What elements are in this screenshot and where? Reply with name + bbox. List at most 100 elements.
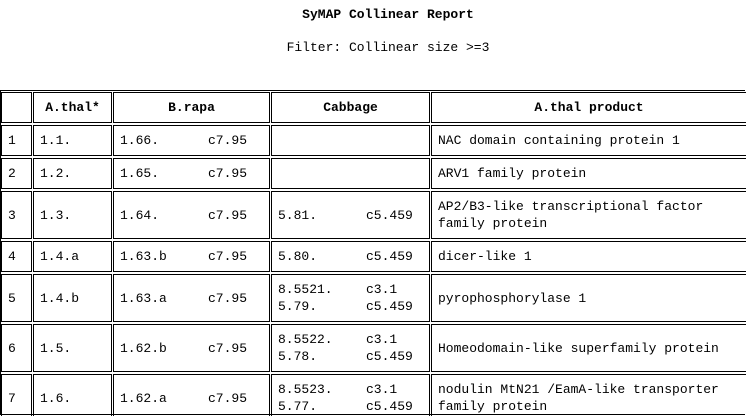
brapa-line: 1.66. c7.95 <box>120 132 269 149</box>
brapa-chrom: c7.95 <box>208 340 248 356</box>
brapa-chrom: c7.95 <box>208 290 248 306</box>
cabbage-chrom: c5.459 <box>366 399 413 414</box>
header-cell: Cabbage <box>271 92 430 123</box>
cabbage-cell <box>271 125 430 156</box>
brapa-line: 1.65. c7.95 <box>120 165 269 182</box>
row-number: 2 <box>8 166 16 181</box>
cabbage-chrom: c3.1 <box>366 332 398 347</box>
cabbage-line: 5.80. c5.459 <box>278 248 429 265</box>
product-text: pyrophosphorylase 1 <box>438 290 587 306</box>
row-number: 6 <box>8 340 16 356</box>
number-cell: 2 <box>1 158 32 189</box>
cabbage-line: 5.79. c5.459 <box>278 298 429 315</box>
athal-id: 1.5. <box>40 340 72 356</box>
cabbage-chrom: c3.1 <box>366 382 398 397</box>
cabbage-chrom: c5.459 <box>366 349 413 364</box>
cabbage-id: 5.77. <box>278 399 318 414</box>
brapa-id: 1.64. <box>120 207 160 223</box>
athal-id: 1.2. <box>40 166 72 181</box>
brapa-id: 1.63.b <box>120 249 167 264</box>
cabbage-line: 5.78. c5.459 <box>278 348 429 365</box>
row-number: 1 <box>8 133 16 148</box>
header-cell: A.thal product <box>431 92 746 123</box>
athal-id: 1.4.b <box>40 290 80 306</box>
product-text: nodulin MtN21 /EamA-like transporter fam… <box>438 382 719 414</box>
number-cell: 6 <box>1 324 32 372</box>
athal-id: 1.3. <box>40 207 72 223</box>
brapa-chrom: c7.95 <box>208 166 248 181</box>
number-cell: 4 <box>1 241 32 272</box>
cabbage-line: 5.81. c5.459 <box>278 207 429 224</box>
brapa-cell: 1.62.b c7.95 <box>113 324 270 372</box>
cabbage-cell: 8.5522. c3.1 5.78. c5.459 <box>271 324 430 372</box>
cabbage-id: 8.5522. <box>278 332 333 347</box>
product-cell: NAC domain containing protein 1 <box>431 125 746 156</box>
cabbage-id: 5.81. <box>278 207 318 223</box>
number-cell: 3 <box>1 191 32 239</box>
cabbage-line: 5.77. c5.459 <box>278 398 429 415</box>
cabbage-id: 8.5523. <box>278 382 333 397</box>
cabbage-chrom: c3.1 <box>366 282 398 297</box>
row-number: 4 <box>8 249 16 264</box>
cabbage-id: 8.5521. <box>278 282 333 297</box>
cabbage-line: 8.5523. c3.1 <box>278 381 429 398</box>
athal-cell: 1.6. <box>33 374 112 416</box>
row-number: 7 <box>8 390 16 406</box>
cabbage-cell: 5.80. c5.459 <box>271 241 430 272</box>
number-cell: 5 <box>1 274 32 322</box>
brapa-cell: 1.63.b c7.95 <box>113 241 270 272</box>
brapa-chrom: c7.95 <box>208 207 248 223</box>
cabbage-chrom: c5.459 <box>366 207 413 223</box>
athal-cell: 1.3. <box>33 191 112 239</box>
number-cell: 7 <box>1 374 32 416</box>
brapa-line: 1.64. c7.95 <box>120 207 269 224</box>
cabbage-id: 5.80. <box>278 249 318 264</box>
cabbage-line: 8.5522. c3.1 <box>278 331 429 348</box>
product-text: AP2/B3-like transcriptional factor famil… <box>438 199 704 231</box>
brapa-chrom: c7.95 <box>208 133 248 148</box>
column-header: A.thal product <box>534 100 644 115</box>
brapa-id: 1.65. <box>120 166 160 181</box>
athal-cell: 1.1. <box>33 125 112 156</box>
header-cell: B.rapa <box>113 92 270 123</box>
brapa-cell: 1.64. c7.95 <box>113 191 270 239</box>
header-cell <box>1 92 32 123</box>
row-number: 5 <box>8 290 16 306</box>
athal-id: 1.1. <box>40 133 72 148</box>
cabbage-cell: 8.5521. c3.1 5.79. c5.459 <box>271 274 430 322</box>
product-cell: pyrophosphorylase 1 <box>431 274 746 322</box>
cabbage-id: 5.79. <box>278 299 318 314</box>
brapa-id: 1.62.a <box>120 390 167 406</box>
athal-cell: 1.5. <box>33 324 112 372</box>
product-text: dicer-like 1 <box>438 249 532 264</box>
cabbage-cell <box>271 158 430 189</box>
product-text: NAC domain containing protein 1 <box>438 133 680 148</box>
report-title: SyMAP Collinear Report <box>302 7 474 22</box>
brapa-chrom: c7.95 <box>208 390 248 406</box>
cabbage-cell: 8.5523. c3.1 5.77. c5.459 <box>271 374 430 416</box>
product-text: ARV1 family protein <box>438 166 587 181</box>
cabbage-cell: 5.81. c5.459 <box>271 191 430 239</box>
brapa-id: 1.63.a <box>120 290 167 306</box>
header-cell: A.thal* <box>33 92 112 123</box>
athal-cell: 1.4.b <box>33 274 112 322</box>
product-cell: Homeodomain-like superfamily protein <box>431 324 746 372</box>
cabbage-id: 5.78. <box>278 349 318 364</box>
report-table: A.thal* B.rapa Cabbage A.thal product 1 1.1. 1… <box>0 90 746 416</box>
row-number: 3 <box>8 207 16 223</box>
athal-id: 1.4.a <box>40 249 80 264</box>
brapa-line: 1.62.a c7.95 <box>120 390 269 407</box>
cabbage-line: 8.5521. c3.1 <box>278 281 429 298</box>
brapa-id: 1.62.b <box>120 340 167 356</box>
product-cell: AP2/B3-like transcriptional factor famil… <box>431 191 746 239</box>
column-header: B.rapa <box>168 100 215 115</box>
cabbage-chrom: c5.459 <box>366 299 413 314</box>
product-cell: nodulin MtN21 /EamA-like transporter fam… <box>431 374 746 416</box>
brapa-chrom: c7.95 <box>208 249 248 264</box>
brapa-id: 1.66. <box>120 133 160 148</box>
product-cell: ARV1 family protein <box>431 158 746 189</box>
brapa-line: 1.62.b c7.95 <box>120 340 269 357</box>
athal-id: 1.6. <box>40 390 72 406</box>
brapa-cell: 1.62.a c7.95 <box>113 374 270 416</box>
